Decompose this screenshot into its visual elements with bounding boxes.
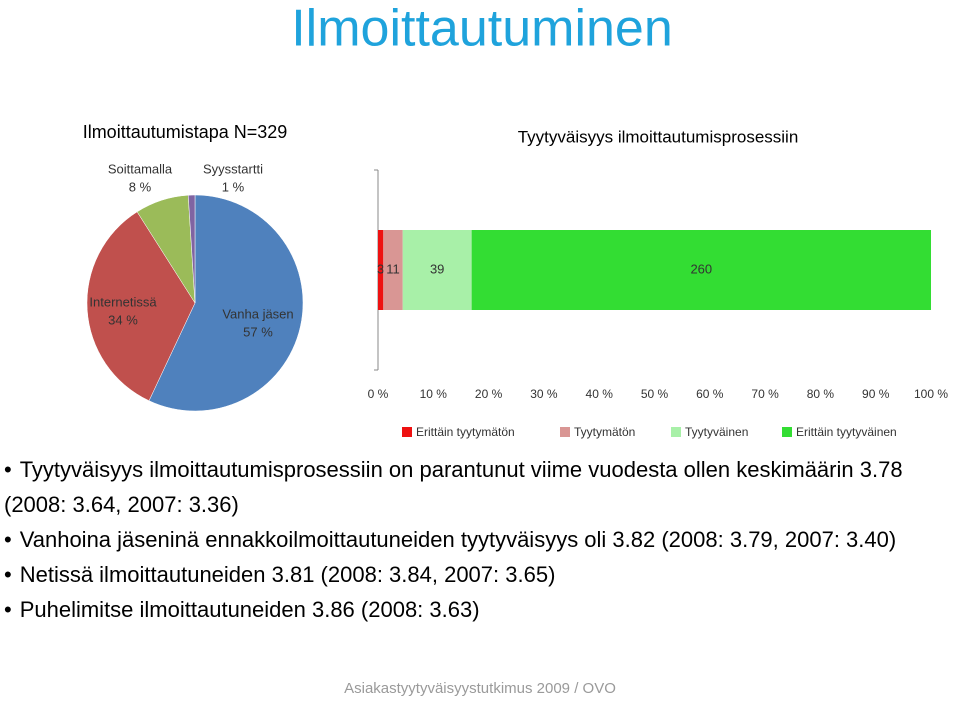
x-tick-label: 90 % xyxy=(862,387,890,401)
x-tick-label: 50 % xyxy=(641,387,669,401)
slice-label: Internetissä xyxy=(89,294,157,309)
x-tick-label: 70 % xyxy=(751,387,779,401)
pie-title: Ilmoittautumistapa N=329 xyxy=(83,122,288,142)
data-label: 260 xyxy=(690,261,712,276)
bar-chart-title: Tyytyväisyys ilmoittautumisprosessiin xyxy=(518,127,799,146)
bullet: Puhelimitse ilmoittautuneiden 3.86 (2008… xyxy=(4,592,954,627)
x-tick-label: 10 % xyxy=(420,387,448,401)
pie-slice xyxy=(148,194,304,412)
x-tick-label: 80 % xyxy=(807,387,835,401)
pie-slice xyxy=(187,194,196,304)
footer: Asiakastyytyväisyystutkimus 2009 / OVO xyxy=(344,680,616,697)
bar-segment xyxy=(378,230,384,310)
slice-value-label: 1 % xyxy=(222,179,245,194)
slice-value-label: 34 % xyxy=(108,312,138,327)
legend-swatch xyxy=(671,427,681,437)
legend-label: Erittäin tyytymätön xyxy=(416,425,515,439)
slice-label: Soittamalla xyxy=(108,161,173,176)
legend-label: Tyytymätön xyxy=(574,425,635,439)
legend-swatch xyxy=(782,427,792,437)
x-tick-label: 100 % xyxy=(914,387,948,401)
slice-value-label: 8 % xyxy=(129,179,152,194)
slice-label: Syysstartti xyxy=(203,161,263,176)
bar-segment xyxy=(402,230,472,310)
bullet: Tyytyväisyys ilmoittautumisprosessiin on… xyxy=(4,452,954,522)
data-label: 39 xyxy=(430,261,444,276)
bar-segment xyxy=(383,230,403,310)
legend-label: Tyytyväinen xyxy=(685,425,748,439)
x-tick-label: 40 % xyxy=(586,387,614,401)
legend-label: Erittäin tyytyväinen xyxy=(796,425,897,439)
x-tick-label: 0 % xyxy=(368,387,389,401)
slice-label: Vanha jäsen xyxy=(222,306,293,321)
legend-swatch xyxy=(560,427,570,437)
x-tick-label: 60 % xyxy=(696,387,724,401)
data-label: 3 xyxy=(377,261,384,276)
charts: Ilmoittautuminen Ilmoittautumistapa N=32… xyxy=(83,0,949,439)
slide-title: Ilmoittautuminen xyxy=(291,0,673,58)
pie-slice xyxy=(86,211,196,402)
data-label: 11 xyxy=(386,261,400,276)
bullet-list: Tyytyväisyys ilmoittautumisprosessiin on… xyxy=(4,452,954,627)
x-tick-label: 20 % xyxy=(475,387,503,401)
slice-value-label: 57 % xyxy=(243,324,273,339)
bullet: Netissä ilmoittautuneiden 3.81 (2008: 3.… xyxy=(4,557,954,592)
legend-swatch xyxy=(402,427,412,437)
bullet: Vanhoina jäseninä ennakkoilmoittautuneid… xyxy=(4,522,954,557)
x-tick-label: 30 % xyxy=(530,387,558,401)
bar-segment xyxy=(471,230,931,310)
